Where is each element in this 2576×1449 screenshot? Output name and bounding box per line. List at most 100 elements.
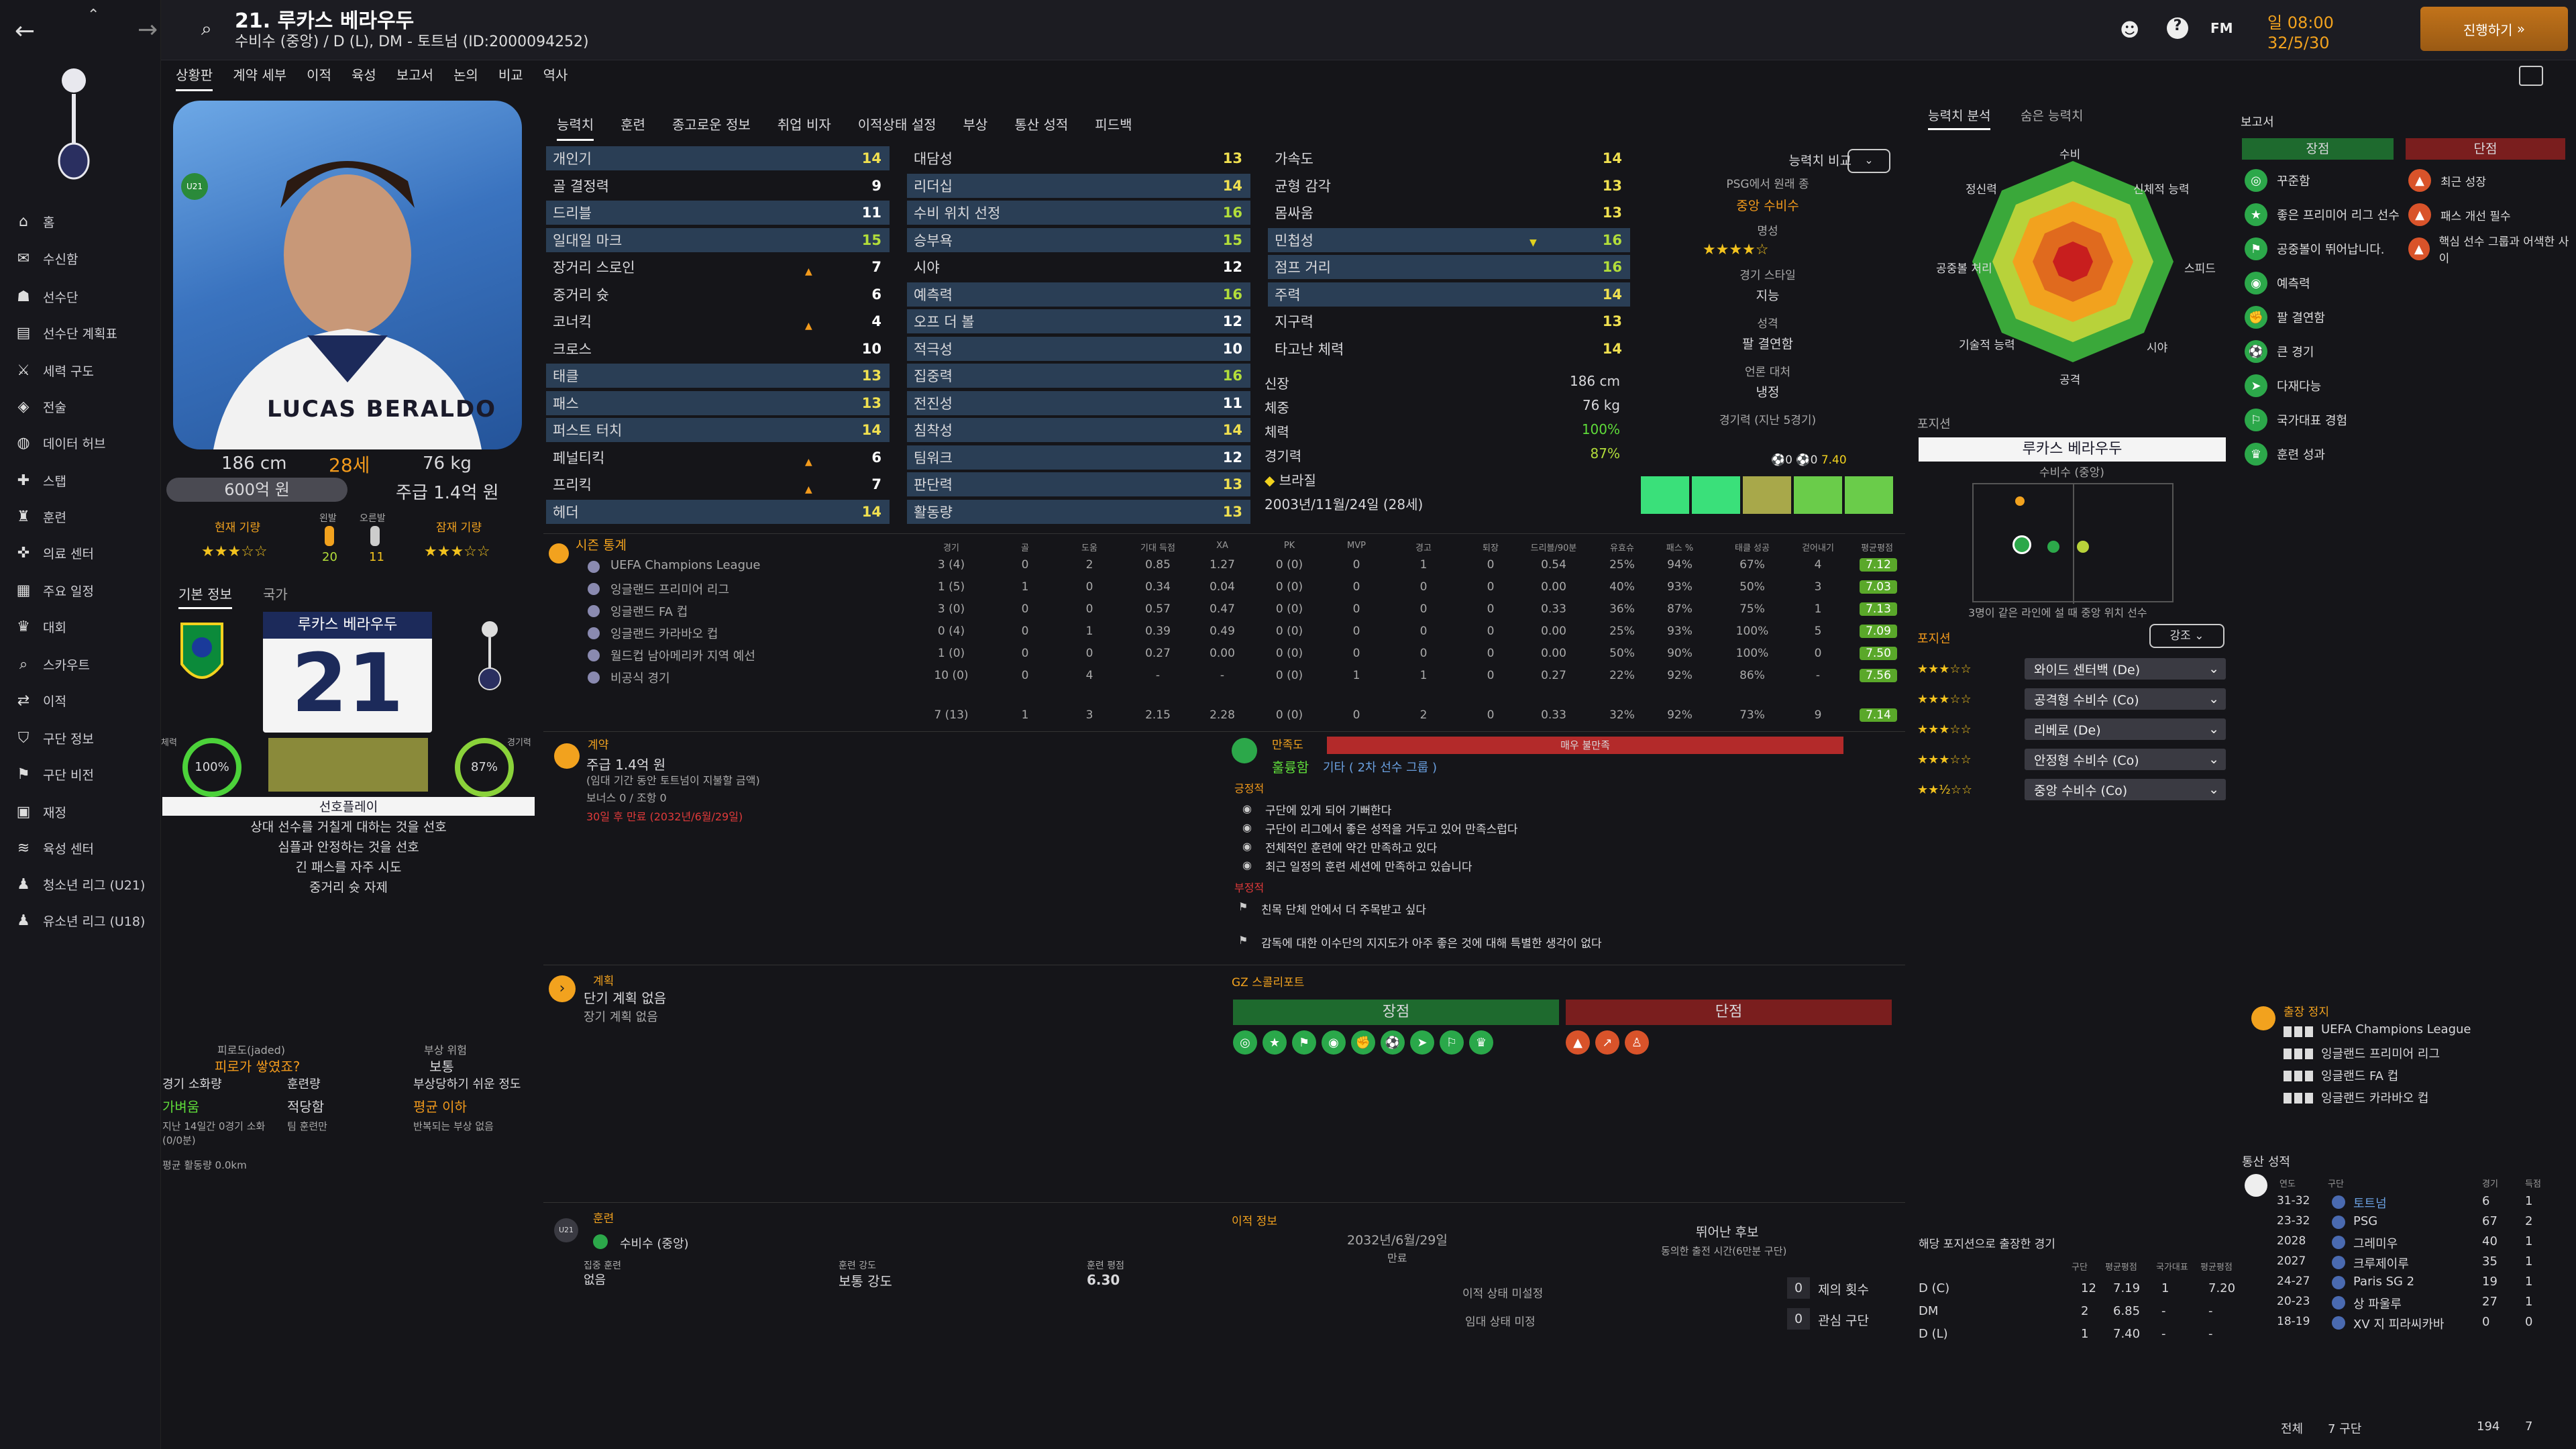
attribute-row[interactable]: 중거리 슛 6 — [546, 282, 890, 307]
attribute-row[interactable]: 몸싸움 13 — [1268, 201, 1630, 225]
attribute-row[interactable]: 개인기 14 — [546, 146, 890, 170]
tab[interactable]: 능력치 — [557, 114, 594, 141]
tab[interactable]: 통산 성적 — [1014, 117, 1069, 133]
attribute-row[interactable]: 지구력 13 — [1268, 309, 1630, 333]
sidebar-item[interactable]: ⛉ 구단 정보 — [0, 721, 161, 755]
nav-up-icon[interactable]: ⌃ — [87, 7, 100, 23]
tab-hidden[interactable]: 숨은 능력치 — [2021, 109, 2084, 123]
history-club[interactable]: XV 지 피라씨카바 — [2353, 1318, 2445, 1332]
attribute-row[interactable]: 시야 12 — [907, 255, 1250, 279]
attribute-row[interactable]: 승부욕 15 — [907, 227, 1250, 252]
season-stats-title[interactable]: 시즌 통계 — [576, 538, 627, 553]
tab-nation[interactable]: 국가 — [263, 586, 288, 602]
attribute-row[interactable]: 드리블 11 — [546, 201, 890, 225]
menu-item[interactable]: 상황판 — [176, 64, 213, 91]
attribute-row[interactable]: 균형 감각 13 — [1268, 174, 1630, 198]
role-dropdown[interactable]: 와이드 센터백 (De) ⌄ — [2025, 658, 2226, 680]
layout-icon[interactable] — [2519, 66, 2543, 86]
transfer-title[interactable]: 이적 정보 — [1232, 1215, 1277, 1228]
sidebar-item[interactable]: ⇄ 이적 — [0, 684, 161, 717]
sidebar-item[interactable]: ▦ 주요 일정 — [0, 574, 161, 607]
tab-analysis[interactable]: 능력치 분석 — [1928, 106, 1991, 130]
attribute-row[interactable]: 활동량 13 — [907, 499, 1250, 524]
attribute-row[interactable]: 판단력 13 — [907, 472, 1250, 496]
sidebar-item[interactable]: ✉ 수신함 — [0, 241, 161, 275]
sidebar-item[interactable]: ⌂ 홈 — [0, 205, 161, 238]
sidebar-item[interactable]: ▤ 선수단 계획표 — [0, 316, 161, 350]
contract-title[interactable]: 계약 — [588, 739, 609, 752]
attribute-row[interactable]: 침착성 14 — [907, 418, 1250, 442]
sidebar-item[interactable]: ♟ 청소년 리그 (U21) — [0, 867, 161, 901]
attribute-row[interactable]: 타고난 체력 14 — [1268, 337, 1630, 361]
history-club[interactable]: 상 파울루 — [2353, 1297, 2402, 1311]
sidebar-item[interactable]: ▣ 재정 — [0, 795, 161, 828]
skin-icon[interactable]: ☻ — [2120, 19, 2140, 41]
attribute-row[interactable]: 퍼스트 터치 14 — [546, 418, 890, 442]
attribute-row[interactable]: 전진성 11 — [907, 390, 1250, 415]
role-row[interactable]: ★★★☆☆ 안정형 수비수 (Co) ⌄ — [1917, 747, 2226, 772]
role-dropdown[interactable]: 공격형 수비수 (Co) ⌄ — [2025, 688, 2226, 710]
attribute-row[interactable]: 민첩성 16 — [1268, 227, 1630, 252]
role-dropdown[interactable]: 리베로 (De) ⌄ — [2025, 718, 2226, 740]
history-club[interactable]: PSG — [2353, 1214, 2378, 1228]
plan-title[interactable]: 계획 — [593, 975, 614, 988]
sidebar-item[interactable]: ☗ 선수단 — [0, 280, 161, 313]
menu-item[interactable]: 계약 세부 — [233, 67, 287, 83]
sidebar-item[interactable]: ≋ 육성 센터 — [0, 831, 161, 865]
history-club[interactable]: 크루제이루 — [2353, 1257, 2409, 1271]
menu-item[interactable]: 비교 — [498, 67, 523, 83]
attribute-row[interactable]: 프리킥 7 — [546, 472, 890, 496]
back-arrow-icon[interactable]: ← — [15, 17, 36, 45]
sidebar-item[interactable]: ⚑ 구단 비전 — [0, 757, 161, 791]
attribute-row[interactable]: 일대일 마크 15 — [546, 227, 890, 252]
attribute-row[interactable]: 적극성 10 — [907, 336, 1250, 361]
competition-name[interactable]: UEFA Champions League — [610, 558, 761, 572]
search-icon[interactable]: ⌕ — [201, 17, 212, 40]
sidebar-item[interactable]: ✜ 의료 센터 — [0, 536, 161, 570]
attribute-row[interactable]: 수비 위치 선정 16 — [907, 201, 1250, 225]
role-row[interactable]: ★★½☆☆ 중앙 수비수 (Co) ⌄ — [1917, 777, 2226, 802]
attribute-row[interactable]: 가속도 14 — [1268, 146, 1630, 170]
attribute-row[interactable]: 골 결정력 9 — [546, 174, 890, 198]
gz-title[interactable]: GZ 스콜리포트 — [1232, 976, 1305, 989]
continue-button[interactable]: 진행하기 » — [2420, 7, 2568, 51]
role-row[interactable]: ★★★☆☆ 리베로 (De) ⌄ — [1917, 716, 2226, 742]
training-title[interactable]: 훈련 — [593, 1212, 614, 1226]
menu-item[interactable]: 논의 — [453, 67, 478, 83]
competition-name[interactable]: 비공식 경기 — [610, 672, 670, 686]
history-club[interactable]: 그레미우 — [2353, 1237, 2398, 1251]
club-crest[interactable] — [47, 60, 101, 181]
happiness-title[interactable]: 만족도 — [1272, 739, 1303, 752]
tab-basic-info[interactable]: 기본 정보 — [178, 584, 232, 609]
strength-button[interactable]: 강조 ⌄ — [2149, 624, 2224, 648]
menu-item[interactable]: 역사 — [543, 67, 568, 83]
tab[interactable]: 훈련 — [621, 117, 646, 133]
competition-name[interactable]: 잉글랜드 FA 컵 — [610, 605, 688, 619]
history-club[interactable]: Paris SG 2 — [2353, 1275, 2415, 1289]
sidebar-item[interactable]: ⌕ 스카우트 — [0, 647, 161, 681]
attribute-row[interactable]: 리더십 14 — [907, 173, 1250, 198]
attribute-row[interactable]: 코너킥 4 — [546, 309, 890, 333]
attribute-row[interactable]: 주력 14 — [1268, 282, 1630, 307]
tab[interactable]: 취업 비자 — [777, 117, 831, 133]
attribute-row[interactable]: 페널티킥 6 — [546, 445, 890, 470]
attribute-row[interactable]: 장거리 스로인 7 — [546, 255, 890, 279]
compare-dropdown[interactable]: ⌄ — [1847, 149, 1890, 173]
attribute-row[interactable]: 크로스 10 — [546, 337, 890, 361]
role-dropdown[interactable]: 안정형 수비수 (Co) ⌄ — [2025, 749, 2226, 770]
role-row[interactable]: ★★★☆☆ 와이드 센터백 (De) ⌄ — [1917, 656, 2226, 682]
sidebar-item[interactable]: ✚ 스탭 — [0, 464, 161, 497]
attribute-row[interactable]: 집중력 16 — [907, 364, 1250, 388]
role-dropdown[interactable]: 중앙 수비수 (Co) ⌄ — [2025, 779, 2226, 800]
attribute-row[interactable]: 대담성 13 — [907, 146, 1250, 170]
sidebar-item[interactable]: ◍ 데이터 허브 — [0, 426, 161, 460]
attribute-row[interactable]: 오프 더 볼 12 — [907, 309, 1250, 333]
sidebar-item[interactable]: ◈ 전술 — [0, 390, 161, 423]
fm-logo[interactable]: FM — [2210, 20, 2233, 36]
sidebar-item[interactable]: ♜ 훈련 — [0, 500, 161, 533]
menu-item[interactable]: 육성 — [351, 67, 376, 83]
tab[interactable]: 이적상태 설정 — [857, 117, 936, 133]
tab[interactable]: 피드백 — [1095, 117, 1132, 133]
role-row[interactable]: ★★★☆☆ 공격형 수비수 (Co) ⌄ — [1917, 686, 2226, 712]
sidebar-item[interactable]: ⚔ 세력 구도 — [0, 354, 161, 387]
